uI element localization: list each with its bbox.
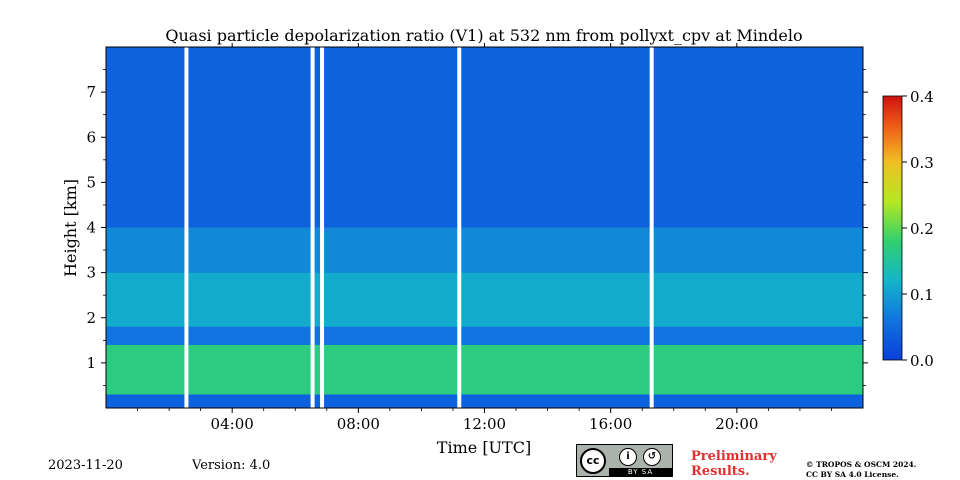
- x-axis-label: Time [UTC]: [437, 438, 531, 457]
- data-gap-0: [184, 47, 189, 408]
- footer-date: 2023-11-20: [48, 458, 123, 473]
- y-tick-label: 5: [86, 173, 96, 191]
- copyright-line-1: © TROPOS & OSCM 2024.: [806, 460, 917, 469]
- footer-version: Version: 4.0: [192, 458, 271, 473]
- license-badge: cc i ↺ BY SA: [576, 444, 673, 477]
- colorbar-tick-label: 0.4: [910, 88, 934, 106]
- copyright-notice: © TROPOS & OSCM 2024. CC BY SA 4.0 Licen…: [806, 460, 916, 480]
- y-tick-label: 7: [86, 83, 96, 101]
- x-axis: 04:00 08:00 12:00 16:00 20:00: [137, 43, 832, 433]
- y-tick-label: 4: [86, 219, 96, 237]
- data-layer-0: [106, 344, 863, 395]
- y-tick-label: 6: [86, 128, 96, 146]
- attribution-icon: i: [619, 448, 637, 466]
- data-layer-2: [106, 272, 863, 327]
- data-gap-1: [310, 47, 315, 408]
- preliminary-line-2: Results.: [691, 464, 750, 479]
- chart-title: Quasi particle depolarization ratio (V1)…: [165, 26, 802, 45]
- colorbar: [882, 95, 903, 361]
- data-layer-3: [106, 227, 863, 273]
- preliminary-notice: Preliminary Results.: [691, 449, 777, 479]
- y-tick-label: 3: [86, 264, 96, 282]
- x-tick-label: 04:00: [211, 415, 254, 433]
- data-layer-1: [106, 326, 863, 345]
- colorbar-tick-label: 0.3: [910, 154, 934, 172]
- x-tick-label: 12:00: [463, 415, 506, 433]
- y-axis: 1 2 3 4 5 6 7: [86, 69, 868, 386]
- x-tick-label: 20:00: [715, 415, 758, 433]
- data-gap-4: [649, 47, 654, 408]
- cc-logo-icon: cc: [580, 448, 606, 474]
- preliminary-line-1: Preliminary: [691, 449, 777, 464]
- colorbar-tick-label: 0.1: [910, 286, 934, 304]
- colorbar-tick-label: 0.0: [910, 352, 934, 370]
- y-tick-label: 2: [86, 309, 96, 327]
- x-tick-label: 16:00: [589, 415, 632, 433]
- plot-area: [106, 47, 863, 408]
- colorbar-ticks: 0.0 0.1 0.2 0.3 0.4: [902, 88, 934, 370]
- data-gap-3: [457, 47, 462, 408]
- data-gap-2: [320, 47, 325, 408]
- colorbar-tick-label: 0.2: [910, 220, 934, 238]
- share-alike-icon: ↺: [643, 448, 661, 466]
- data-layer-4: [106, 47, 863, 228]
- license-badge-strip: BY SA: [609, 468, 672, 477]
- y-axis-label: Height [km]: [61, 179, 80, 277]
- copyright-line-2: CC BY SA 4.0 License.: [806, 470, 899, 479]
- x-tick-label: 08:00: [337, 415, 380, 433]
- y-tick-label: 1: [86, 354, 96, 372]
